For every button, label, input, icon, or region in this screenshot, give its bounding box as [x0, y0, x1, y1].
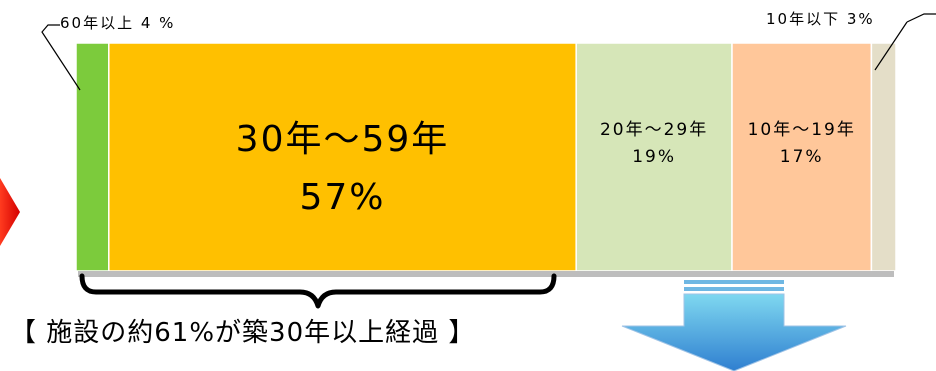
- bar-shadow-strip: [78, 271, 894, 277]
- segment-name: 10年～19年: [747, 120, 856, 140]
- segment-percent: 57%: [299, 176, 386, 218]
- callout-10-under: 10年以下 3%: [766, 10, 875, 28]
- stacked-bar: [75, 42, 897, 272]
- segment-label-10-19: 10年～19年 17%: [732, 117, 871, 171]
- right-callout-line: [906, 13, 936, 23]
- red-arrow-icon: [0, 178, 20, 246]
- bar-segment-30-59: [108, 42, 577, 272]
- bar-segment-10-under: [870, 42, 897, 272]
- right-callout-line-2: [874, 21, 908, 71]
- bar-segment-60-over: [75, 42, 110, 272]
- segment-name: 30年～59年: [235, 119, 450, 160]
- segment-name: 20年～29年: [599, 120, 709, 140]
- segment-percent: 17%: [779, 147, 824, 168]
- segment-percent: 19%: [632, 147, 676, 168]
- bracket: [79, 273, 557, 309]
- bar-shadow: [78, 271, 894, 277]
- segment-label-20-29: 20年～29年 19%: [576, 117, 732, 171]
- segment-label-30-59: 30年～59年 57%: [109, 111, 576, 226]
- down-arrow-icon: [621, 280, 847, 371]
- caption: 【 施設の約61%が築30年以上経過 】: [10, 318, 476, 348]
- left-callout-line: [41, 24, 81, 91]
- callout-60-over: 60年以上 4 %: [60, 14, 176, 32]
